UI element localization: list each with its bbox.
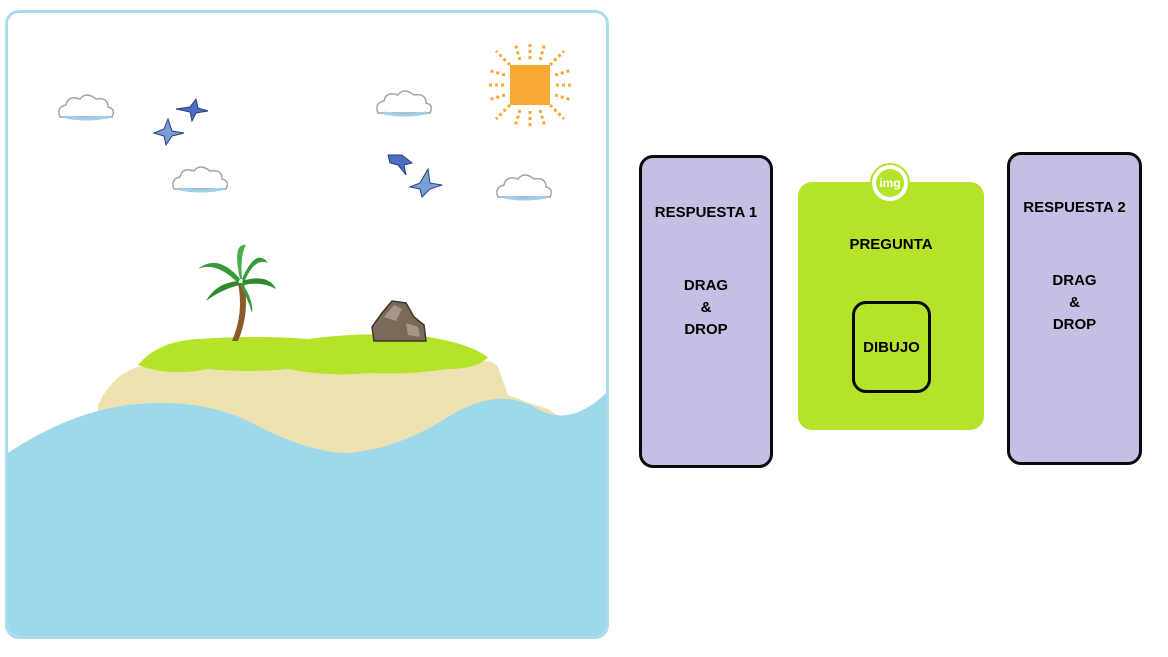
ampersand: & — [700, 299, 712, 316]
bird-icon — [387, 154, 414, 176]
drag-word: DRAG — [1052, 272, 1097, 289]
palm-tree-icon — [198, 244, 276, 341]
cloud-icon — [58, 94, 115, 121]
drawing-label: DIBUJO — [863, 338, 920, 356]
sun-icon — [486, 41, 574, 129]
cloud-icon — [172, 166, 229, 193]
drag-word: DRAG — [683, 277, 729, 294]
answer-2-title: RESPUESTA 2 — [1023, 199, 1126, 216]
drop-word: DROP — [684, 321, 728, 338]
img-badge-icon: img — [870, 163, 910, 203]
rock-icon — [371, 300, 427, 342]
cloud-icon — [496, 174, 553, 201]
drawing-slot[interactable]: DIBUJO — [852, 301, 931, 393]
bird-icon — [408, 167, 443, 198]
ampersand: & — [1069, 294, 1080, 311]
answer-1-drag-label: DRAG & DROP — [684, 275, 728, 341]
answer-1-title: RESPUESTA 1 — [654, 204, 758, 221]
answer-2-drag-label: DRAG & DROP — [1052, 270, 1096, 336]
question-title: PREGUNTA — [849, 236, 933, 253]
sea-waves — [8, 393, 606, 636]
answer-2-dropzone[interactable]: RESPUESTA 2 DRAG & DROP — [1007, 152, 1142, 465]
bird-icon — [152, 117, 185, 147]
cloud-icon — [376, 90, 433, 117]
scene-artwork — [8, 41, 606, 636]
island-scene — [5, 10, 609, 639]
answer-1-dropzone[interactable]: RESPUESTA 1 DRAG & DROP — [639, 155, 773, 468]
bird-icon — [175, 97, 209, 123]
drop-word: DROP — [1052, 316, 1097, 333]
